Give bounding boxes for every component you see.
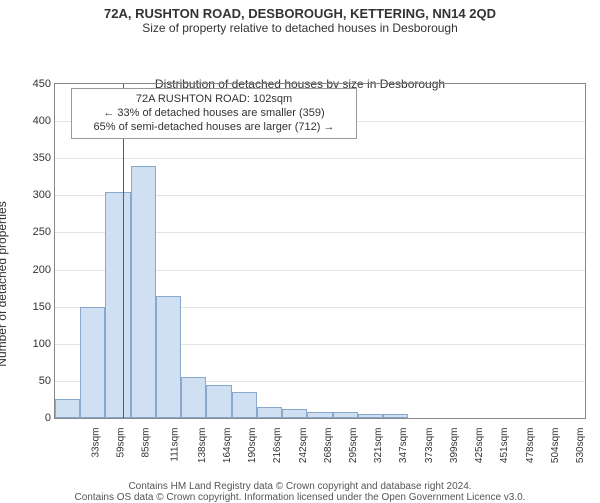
- info-box-line: 65% of semi-detached houses are larger (…: [78, 121, 350, 135]
- histogram-bar: [206, 385, 231, 418]
- y-tick-label: 400: [33, 115, 51, 127]
- histogram-bar: [131, 166, 156, 418]
- histogram-bar: [257, 407, 282, 418]
- x-tick-label: 190sqm: [247, 428, 258, 464]
- page-title-sub: Size of property relative to detached ho…: [6, 21, 594, 35]
- info-box-line: ← 33% of detached houses are smaller (35…: [78, 107, 350, 121]
- histogram-bar: [282, 409, 307, 418]
- histogram-bar: [105, 192, 130, 418]
- histogram-bar: [181, 377, 206, 418]
- x-tick-label: 504sqm: [550, 428, 561, 464]
- histogram-bar: [55, 399, 80, 418]
- x-tick-label: 138sqm: [197, 428, 208, 464]
- histogram-bar: [307, 412, 332, 418]
- x-tick-label: 295sqm: [348, 428, 359, 464]
- gridline: [55, 158, 585, 159]
- x-tick-label: 451sqm: [500, 428, 511, 464]
- x-tick-label: 399sqm: [449, 428, 460, 464]
- y-tick-label: 200: [33, 264, 51, 276]
- histogram-bar: [333, 412, 358, 418]
- x-tick-label: 268sqm: [323, 428, 334, 464]
- x-tick-label: 321sqm: [373, 428, 384, 464]
- y-tick-label: 250: [33, 226, 51, 238]
- histogram-bar: [80, 307, 105, 418]
- plot-frame: 05010015020025030035040045033sqm59sqm85s…: [54, 83, 586, 419]
- x-tick-label: 33sqm: [90, 428, 101, 458]
- histogram-bar: [232, 392, 257, 418]
- x-tick-label: 347sqm: [399, 428, 410, 464]
- x-tick-label: 530sqm: [575, 428, 586, 464]
- footer-line-1: Contains HM Land Registry data © Crown c…: [6, 481, 594, 492]
- y-tick-label: 450: [33, 78, 51, 90]
- y-tick-label: 150: [33, 301, 51, 313]
- histogram-bar: [358, 414, 383, 418]
- info-box: 72A RUSHTON ROAD: 102sqm← 33% of detache…: [71, 88, 357, 139]
- page-title-main: 72A, RUSHTON ROAD, DESBOROUGH, KETTERING…: [6, 6, 594, 21]
- y-tick-label: 100: [33, 338, 51, 350]
- x-tick-label: 111sqm: [170, 428, 181, 462]
- chart-area: Number of detached properties 0501001502…: [6, 77, 594, 477]
- x-tick-label: 59sqm: [115, 428, 126, 458]
- histogram-bar: [383, 414, 408, 418]
- y-tick-label: 300: [33, 189, 51, 201]
- plot: 05010015020025030035040045033sqm59sqm85s…: [55, 84, 585, 418]
- x-tick-label: 478sqm: [525, 428, 536, 464]
- y-tick-label: 50: [39, 375, 51, 387]
- x-tick-label: 216sqm: [272, 428, 283, 464]
- x-tick-label: 242sqm: [298, 428, 309, 464]
- x-tick-label: 373sqm: [424, 428, 435, 464]
- x-tick-label: 164sqm: [222, 428, 233, 464]
- y-axis-label: Number of detached properties: [0, 201, 9, 366]
- x-tick-label: 425sqm: [474, 428, 485, 464]
- y-tick-label: 0: [45, 412, 51, 424]
- y-tick-label: 350: [33, 152, 51, 164]
- info-box-line: 72A RUSHTON ROAD: 102sqm: [78, 93, 350, 107]
- footer-line-2: Contains OS data © Crown copyright. Info…: [6, 492, 594, 503]
- x-tick-label: 85sqm: [141, 428, 152, 458]
- histogram-bar: [156, 296, 181, 418]
